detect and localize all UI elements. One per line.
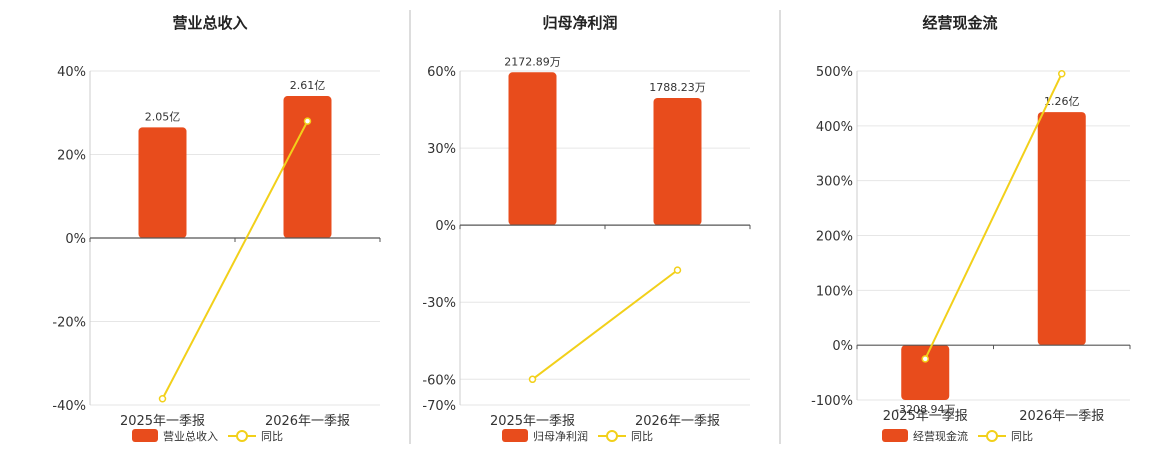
bar	[653, 97, 702, 226]
y-tick-label: -70%	[422, 399, 456, 414]
y-tick-label: -100%	[811, 394, 853, 409]
chart-panel-1: 营业总收入 -40% -20% 0% 20% 40% 2.05亿 2.61亿 2025年一季报 2…	[52, 14, 381, 443]
legend-line-marker	[986, 430, 998, 442]
legend-bar-swatch	[132, 429, 158, 442]
bar	[508, 72, 557, 226]
bar	[138, 127, 187, 238]
yoy-point	[158, 394, 167, 403]
chart-panel-3: 经营现金流 -100% 0% 100% 200% 300% 400% 500% -3208.94…	[811, 14, 1131, 443]
chart-title: 营业总收入	[172, 14, 247, 32]
legend-line-label: 同比	[261, 430, 283, 443]
bar-data-label: 2.61亿	[290, 79, 326, 92]
yoy-line	[531, 269, 679, 381]
y-tick-label: -20%	[52, 316, 86, 331]
y-tick-label: -30%	[422, 296, 456, 311]
x-category-label: 2025年一季报	[883, 409, 968, 424]
y-tick-label: 20%	[57, 149, 86, 164]
bar-data-label: 1788.23万	[649, 81, 706, 94]
y-tick-label: 60%	[427, 65, 456, 80]
legend-line-marker	[606, 430, 618, 442]
legend-bar-swatch	[882, 429, 908, 442]
legend-line-marker	[236, 430, 248, 442]
y-tick-label: 0%	[65, 232, 86, 247]
x-category-label: 2025年一季报	[120, 414, 205, 429]
yoy-line	[161, 120, 309, 400]
y-tick-label: -40%	[52, 399, 86, 414]
bar	[1037, 112, 1086, 346]
legend-line-label: 同比	[631, 430, 653, 443]
y-tick-label: 200%	[816, 230, 853, 245]
bar-data-label: -3208.94万	[895, 403, 955, 416]
legend-bar-label: 经营现金流	[913, 429, 968, 443]
y-tick-label: 100%	[816, 284, 853, 299]
legend-bar-label: 营业总收入	[163, 429, 218, 443]
chart-title: 经营现金流	[922, 14, 997, 32]
y-tick-label: 0%	[832, 339, 853, 354]
y-tick-label: 40%	[57, 65, 86, 80]
yoy-point	[921, 355, 929, 363]
y-tick-label: 30%	[427, 142, 456, 157]
legend-line-label: 同比	[1011, 430, 1033, 443]
legend-bar-label: 归母净利润	[533, 429, 588, 443]
y-tick-label: 400%	[816, 120, 853, 135]
bar	[901, 345, 950, 400]
chart-panel-2: 归母净利润 -70% -60% -30% 0% 30% 60% 2172.89万 1788.23…	[422, 14, 751, 443]
yoy-point	[673, 266, 682, 274]
yoy-line	[924, 73, 1063, 360]
bar-data-label: 2.05亿	[145, 110, 181, 123]
y-tick-label: 500%	[816, 65, 853, 80]
yoy-point	[303, 117, 312, 125]
bar	[283, 96, 332, 238]
bar-data-label: 2172.89万	[504, 55, 561, 68]
legend-bar-swatch	[502, 429, 528, 442]
yoy-point	[1058, 69, 1066, 78]
chart-title: 归母净利润	[542, 14, 617, 32]
y-tick-label: -60%	[422, 373, 456, 388]
x-category-label: 2026年一季报	[265, 414, 350, 429]
yoy-point	[528, 375, 537, 384]
y-tick-label: 300%	[816, 175, 853, 190]
bar-data-label: 1.26亿	[1044, 95, 1080, 108]
x-category-label: 2025年一季报	[490, 414, 575, 429]
x-category-label: 2026年一季报	[635, 414, 720, 429]
y-tick-label: 0%	[435, 219, 456, 234]
x-category-label: 2026年一季报	[1019, 409, 1104, 424]
